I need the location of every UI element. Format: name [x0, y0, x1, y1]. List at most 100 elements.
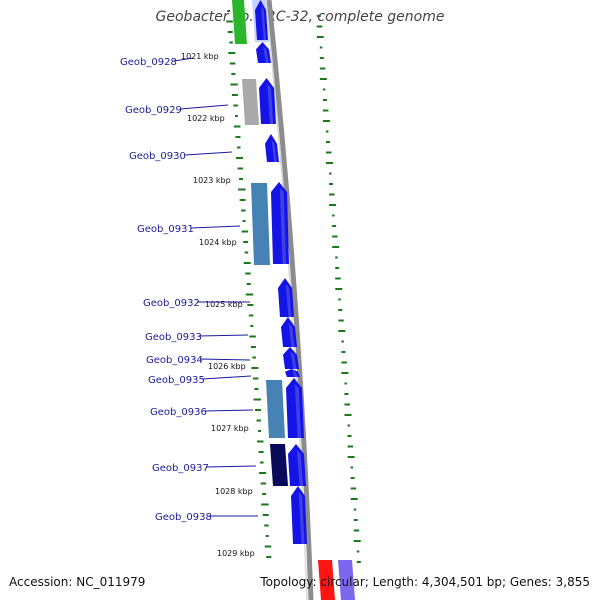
gc-dot: [257, 440, 264, 443]
gene-leader-line: [190, 225, 241, 229]
gc-dot: [252, 377, 259, 380]
gene-arrow-0929[interactable]: [259, 78, 276, 124]
gc-dot: [251, 367, 259, 369]
red-feature-bar[interactable]: [318, 560, 335, 600]
purple-feature-bar[interactable]: [338, 560, 355, 600]
gc-dot: [316, 36, 324, 38]
gene-label[interactable]: Geob_0938: [155, 512, 212, 523]
gc-content-track: [226, 10, 361, 563]
gene-arrow-0938-shine: [298, 492, 305, 544]
gene-leader-line: [201, 375, 252, 380]
gc-dot: [245, 272, 251, 275]
gene-label[interactable]: Geob_0932: [143, 298, 200, 309]
gc-dot: [322, 109, 329, 112]
gene-arrow-0932[interactable]: [278, 278, 294, 317]
gc-dot: [350, 498, 358, 500]
gene-arrow-0928[interactable]: [256, 42, 271, 63]
gc-dot: [338, 319, 344, 322]
gene-arrow-0931-shine: [279, 188, 287, 264]
green-feature-bar[interactable]: [232, 0, 247, 44]
gc-dot: [233, 125, 241, 128]
gene-arrow-0933[interactable]: [281, 317, 297, 347]
gene-leader-line: [173, 57, 194, 62]
gc-dot: [338, 298, 341, 301]
gc-dot: [248, 314, 254, 317]
gene-arrow-0934-shine: [290, 351, 297, 369]
gene-arrow-0931[interactable]: [271, 182, 289, 264]
gc-dot: [316, 15, 321, 17]
gc-dot: [235, 136, 241, 138]
gene-leader-line: [179, 104, 229, 110]
cds-bar-0931[interactable]: [251, 183, 270, 265]
gc-dot: [347, 424, 351, 427]
gc-dot: [261, 503, 269, 506]
gene-arrow-0932-shine: [285, 284, 292, 317]
gc-dot: [227, 31, 233, 33]
cds-bar-0936[interactable]: [266, 380, 285, 438]
backbone-arc: [266, 0, 314, 600]
gene-arrow-0935[interactable]: [285, 369, 300, 377]
gc-dot: [243, 241, 249, 243]
kbp-tick-label: 1025 kbp: [205, 300, 243, 309]
gene-arrow-0934[interactable]: [283, 347, 299, 369]
gc-dot: [332, 214, 335, 217]
gc-dot: [325, 151, 332, 154]
gc-dot: [250, 346, 256, 348]
gene-leader-line: [184, 151, 233, 156]
gc-dot: [260, 461, 264, 464]
gene-label[interactable]: Geob_0936: [150, 407, 207, 418]
gc-dot: [253, 398, 261, 401]
gene-label[interactable]: Geob_0933: [145, 332, 202, 343]
gc-dot: [344, 393, 349, 395]
gene-leader-line: [205, 465, 257, 468]
gc-dot: [319, 57, 324, 59]
gc-dot: [228, 52, 236, 54]
gene-arrow-0928-shine: [263, 46, 269, 63]
gc-dot: [341, 361, 347, 364]
gc-dot: [249, 335, 256, 338]
gc-dot: [335, 267, 340, 269]
gc-dot: [335, 256, 338, 259]
gc-dot: [226, 20, 233, 23]
gc-dot: [245, 293, 254, 296]
kbp-tick-label: 1021 kbp: [181, 52, 219, 61]
gc-dot: [329, 172, 332, 175]
gc-dot: [262, 493, 267, 495]
gc-dot: [325, 141, 330, 143]
gene-label[interactable]: Geob_0930: [129, 151, 186, 162]
gc-dot: [353, 540, 361, 542]
gene-label[interactable]: Geob_0934: [146, 355, 203, 366]
gene-arrow-0936[interactable]: [286, 378, 304, 438]
gene-arrow-top-shine: [261, 6, 267, 40]
gc-dot: [252, 356, 256, 359]
gc-dot: [332, 235, 338, 238]
gene-arrow-top[interactable]: [255, 0, 268, 40]
gc-dot: [350, 477, 355, 479]
gc-dot: [338, 309, 343, 311]
gene-labels: Geob_0928 Geob_0929 Geob_0930 Geob_0931 Geob…: [120, 57, 258, 523]
gc-dot: [258, 430, 262, 432]
cds-bar-0929[interactable]: [242, 79, 259, 125]
gene-label[interactable]: Geob_0935: [148, 375, 205, 386]
gc-dot: [322, 120, 330, 122]
gene-label[interactable]: Geob_0931: [137, 224, 194, 235]
accession-text: Accession: NC_011979: [9, 575, 146, 589]
gc-dot: [229, 41, 233, 44]
gc-dot: [338, 330, 346, 332]
gene-label[interactable]: Geob_0928: [120, 57, 177, 68]
gene-arrow-0930[interactable]: [265, 134, 279, 162]
gc-dot: [236, 146, 241, 149]
gene-label[interactable]: Geob_0929: [125, 105, 182, 116]
gc-dot: [353, 519, 358, 521]
gc-dot: [353, 508, 357, 511]
gene-arrow-0938[interactable]: [291, 486, 307, 544]
kbp-tick-label: 1027 kbp: [211, 424, 249, 433]
gc-dot: [265, 535, 269, 537]
gc-dot: [322, 88, 326, 91]
gc-dot: [332, 225, 337, 227]
gene-arrow-0937[interactable]: [288, 444, 306, 486]
cds-bar-0937[interactable]: [270, 444, 288, 486]
gc-dot: [250, 325, 254, 327]
gene-label[interactable]: Geob_0937: [152, 463, 209, 474]
